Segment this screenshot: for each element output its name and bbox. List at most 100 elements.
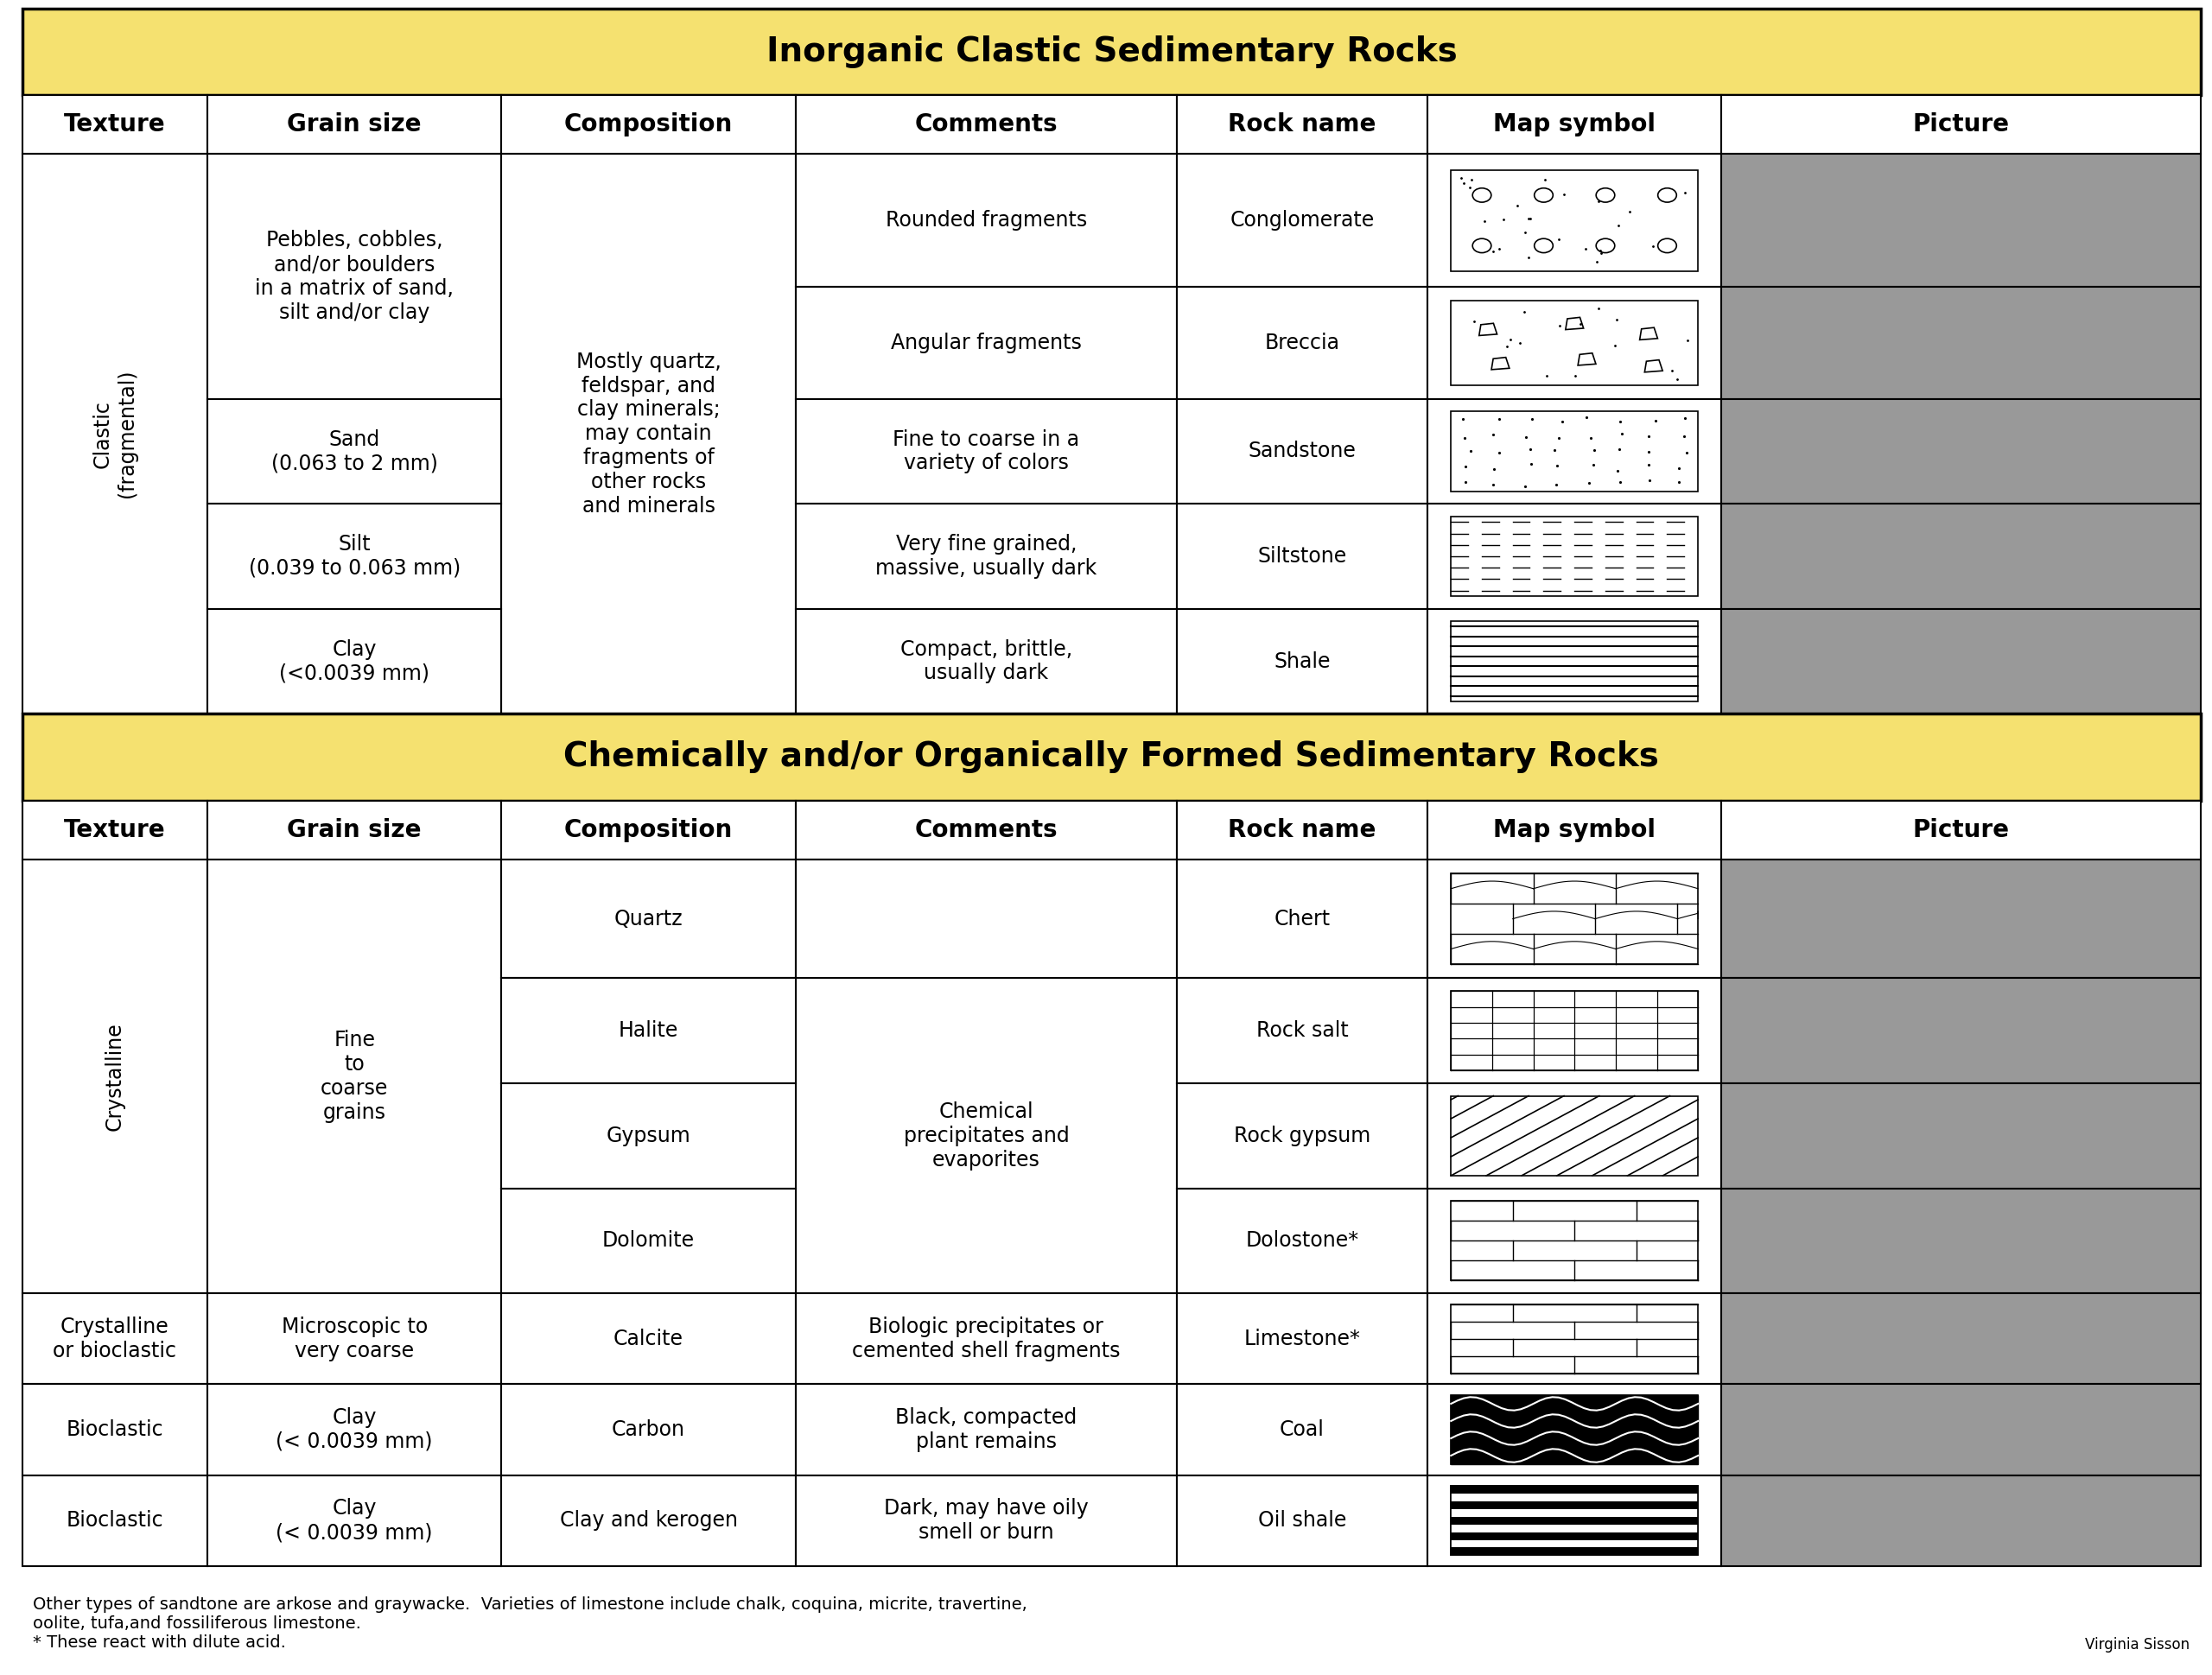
Bar (502, 859, 796, 978)
Bar (1451, 874, 1699, 965)
Bar (1177, 608, 1427, 714)
Text: Rounded fragments: Rounded fragments (885, 209, 1086, 231)
Text: Comments: Comments (916, 817, 1057, 843)
Text: Sandstone: Sandstone (1248, 441, 1356, 462)
Bar (1427, 1384, 1721, 1476)
Text: Compact, brittle,
usually dark: Compact, brittle, usually dark (900, 638, 1073, 683)
Bar (22, 1384, 208, 1476)
Text: Clay
(< 0.0039 mm): Clay (< 0.0039 mm) (276, 1407, 434, 1452)
Bar (796, 978, 1177, 1293)
Bar (208, 859, 502, 1293)
Bar (1427, 504, 1721, 608)
Text: Map symbol: Map symbol (1493, 817, 1657, 843)
Bar (1721, 1384, 2201, 1476)
Text: Gypsum: Gypsum (606, 1126, 690, 1146)
Text: Rock name: Rock name (1228, 817, 1376, 843)
Bar (796, 801, 1177, 859)
Bar (502, 1084, 796, 1188)
Bar (1177, 1084, 1427, 1188)
Bar (1721, 1476, 2201, 1566)
Bar (796, 1476, 1177, 1566)
Bar (1721, 978, 2201, 1084)
Text: Quartz: Quartz (615, 908, 684, 930)
Bar (1427, 1476, 1721, 1566)
Bar (1451, 1486, 1699, 1554)
Bar (22, 801, 208, 859)
Bar (1427, 286, 1721, 399)
Text: Angular fragments: Angular fragments (891, 333, 1082, 353)
Text: Halite: Halite (619, 1020, 679, 1042)
Bar (1721, 1293, 2201, 1384)
Text: Texture: Texture (64, 817, 166, 843)
Text: Oil shale: Oil shale (1259, 1511, 1347, 1531)
Bar (1451, 300, 1699, 385)
Bar (1427, 859, 1721, 978)
Text: Carbon: Carbon (613, 1419, 686, 1440)
Text: Dark, may have oily
smell or burn: Dark, may have oily smell or burn (885, 1497, 1088, 1543)
Bar (1177, 1188, 1427, 1293)
Text: Clay
(<0.0039 mm): Clay (<0.0039 mm) (279, 638, 429, 683)
Bar (502, 1384, 796, 1476)
Text: Bioclastic: Bioclastic (66, 1511, 164, 1531)
Bar (22, 1476, 208, 1566)
Bar (208, 154, 502, 399)
Bar (1721, 399, 2201, 504)
Bar (796, 504, 1177, 608)
Text: Crystalline
or bioclastic: Crystalline or bioclastic (53, 1317, 177, 1362)
Text: Picture: Picture (1913, 817, 2011, 843)
Bar (1451, 1518, 1699, 1524)
Text: Siltstone: Siltstone (1259, 546, 1347, 566)
Text: Conglomerate: Conglomerate (1230, 209, 1374, 231)
Bar (796, 859, 1177, 978)
Text: Rock name: Rock name (1228, 112, 1376, 137)
Bar (1177, 859, 1427, 978)
Bar (1451, 1201, 1699, 1281)
Bar (796, 154, 1177, 286)
Bar (502, 978, 796, 1084)
Bar (502, 801, 796, 859)
Bar (1427, 1293, 1721, 1384)
Bar (22, 1293, 208, 1384)
Bar (1177, 801, 1427, 859)
Text: Inorganic Clastic Sedimentary Rocks: Inorganic Clastic Sedimentary Rocks (765, 35, 1458, 69)
Bar (1177, 1476, 1427, 1566)
Text: Shale: Shale (1274, 652, 1329, 672)
Bar (1721, 504, 2201, 608)
Text: Rock salt: Rock salt (1256, 1020, 1349, 1042)
Bar (796, 95, 1177, 154)
Text: Comments: Comments (916, 112, 1057, 137)
Bar (1177, 978, 1427, 1084)
Bar (1451, 1395, 1699, 1464)
Bar (1427, 978, 1721, 1084)
Bar (796, 1384, 1177, 1476)
Text: Rock gypsum: Rock gypsum (1234, 1126, 1371, 1146)
Bar (1451, 1395, 1699, 1464)
Bar (1451, 412, 1699, 491)
Bar (1451, 1095, 1699, 1176)
Text: Grain size: Grain size (288, 112, 422, 137)
Bar (22, 714, 2201, 801)
Bar (502, 95, 796, 154)
Bar (208, 399, 502, 504)
Text: Pebbles, cobbles,
and/or boulders
in a matrix of sand,
silt and/or clay: Pebbles, cobbles, and/or boulders in a m… (254, 229, 453, 323)
Bar (208, 1293, 502, 1384)
Bar (1451, 1533, 1699, 1539)
Bar (796, 1293, 1177, 1384)
Bar (1177, 286, 1427, 399)
Bar (1451, 1548, 1699, 1554)
Text: Chemical
precipitates and
evaporites: Chemical precipitates and evaporites (902, 1102, 1068, 1171)
Bar (1427, 154, 1721, 286)
Bar (502, 1293, 796, 1384)
Text: Other types of sandtone are arkose and graywacke.  Varieties of limestone includ: Other types of sandtone are arkose and g… (33, 1596, 1029, 1652)
Bar (1721, 859, 2201, 978)
Text: Fine
to
coarse
grains: Fine to coarse grains (321, 1030, 389, 1122)
Text: Biologic precipitates or
cemented shell fragments: Biologic precipitates or cemented shell … (852, 1317, 1121, 1362)
Text: Crystalline: Crystalline (104, 1022, 126, 1131)
Bar (1721, 95, 2201, 154)
Bar (1721, 286, 2201, 399)
Bar (1721, 801, 2201, 859)
Bar (1721, 608, 2201, 714)
Text: Mostly quartz,
feldspar, and
clay minerals;
may contain
fragments of
other rocks: Mostly quartz, feldspar, and clay minera… (575, 352, 721, 516)
Bar (1177, 399, 1427, 504)
Text: Black, compacted
plant remains: Black, compacted plant remains (896, 1407, 1077, 1452)
